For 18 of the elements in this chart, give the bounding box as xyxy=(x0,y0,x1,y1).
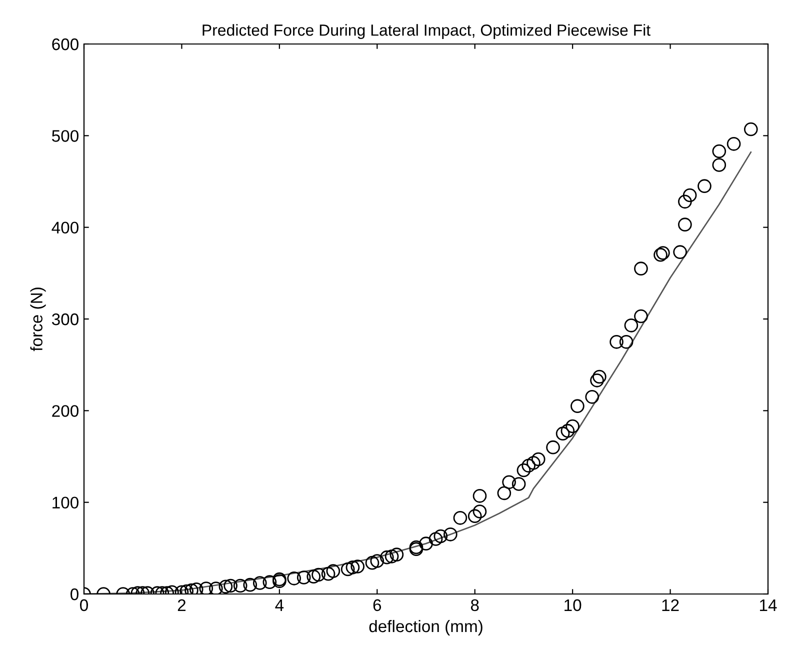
y-tick-label: 400 xyxy=(52,222,78,234)
x-tick-label: 6 xyxy=(373,599,382,612)
y-tick-label: 0 xyxy=(70,588,78,600)
y-tick-label: 300 xyxy=(52,313,78,326)
y-tick-label: 100 xyxy=(52,496,78,509)
x-tick-label: 4 xyxy=(275,599,284,611)
chart-title: Predicted Force During Lateral Impact, Optimized Piecewise Fit xyxy=(202,24,650,39)
y-axis-title: force (N) xyxy=(30,288,46,352)
x-tick-label: 2 xyxy=(178,599,186,611)
x-axis-title: deflection (mm) xyxy=(369,620,482,636)
y-tick-label: 200 xyxy=(52,405,78,417)
x-tick-label: 14 xyxy=(760,599,777,611)
x-tick-label: 12 xyxy=(662,599,679,611)
x-tick-label: 10 xyxy=(564,599,582,612)
y-tick-label: 600 xyxy=(52,38,78,50)
x-tick-label: 0 xyxy=(80,599,88,612)
x-tick-label: 8 xyxy=(470,599,479,612)
y-tick-label: 500 xyxy=(52,130,78,142)
